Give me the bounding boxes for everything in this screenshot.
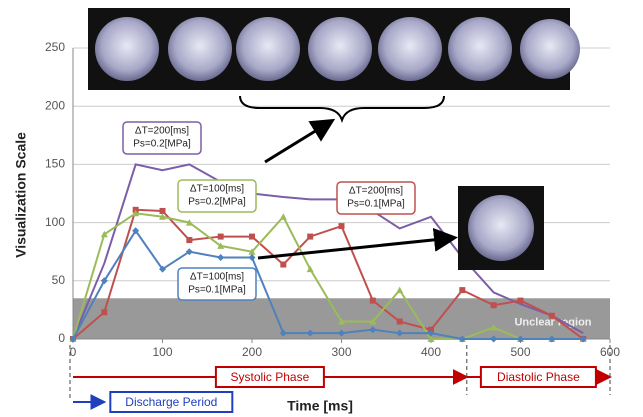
- x-tick-label: 300: [331, 345, 351, 359]
- y-tick-label: 100: [45, 215, 65, 229]
- phase-label: Discharge Period: [125, 395, 217, 409]
- marker: [249, 234, 255, 240]
- phase-label: Systolic Phase: [231, 370, 310, 384]
- y-tick-label: 0: [58, 331, 65, 345]
- marker: [397, 319, 403, 325]
- marker: [160, 208, 166, 214]
- marker: [217, 254, 224, 261]
- marker: [101, 309, 107, 315]
- marker: [280, 213, 287, 220]
- x-tick-label: 500: [510, 345, 530, 359]
- marker: [186, 237, 192, 243]
- x-axis-label: Time [ms]: [287, 398, 353, 414]
- marker: [218, 234, 224, 240]
- marker: [370, 298, 376, 304]
- marker: [307, 266, 314, 273]
- marker: [491, 302, 497, 308]
- marker: [307, 234, 313, 240]
- marker: [280, 262, 286, 268]
- y-tick-label: 250: [45, 40, 65, 54]
- x-tick-label: 400: [421, 345, 441, 359]
- inset-image: [458, 186, 544, 270]
- chart: Unclear region05010015020025001002003004…: [0, 0, 643, 417]
- annotation-text: ΔT=200[ms]: [135, 126, 189, 137]
- annotation-text: ΔT=100[ms]: [190, 184, 244, 195]
- x-tick-label: 200: [242, 345, 262, 359]
- marker: [339, 223, 345, 229]
- marker: [549, 313, 555, 319]
- y-tick-label: 150: [45, 157, 65, 171]
- annotation-text: Ps=0.1[MPa]: [347, 199, 405, 210]
- annotation-text: Ps=0.2[MPa]: [133, 139, 191, 150]
- y-tick-label: 200: [45, 98, 65, 112]
- annotation-text: ΔT=100[ms]: [190, 272, 244, 283]
- marker: [249, 254, 256, 261]
- x-tick-label: 100: [152, 345, 172, 359]
- marker: [459, 287, 465, 293]
- annotation-text: ΔT=200[ms]: [349, 186, 403, 197]
- annotation-text: Ps=0.1[MPa]: [188, 285, 246, 296]
- marker: [396, 287, 403, 294]
- annotation-text: Ps=0.2[MPa]: [188, 197, 246, 208]
- y-tick-label: 50: [52, 273, 66, 287]
- image-strip: [88, 8, 580, 120]
- x-tick-label: 0: [70, 345, 77, 359]
- marker: [518, 298, 524, 304]
- phase-label: Diastolic Phase: [497, 370, 580, 384]
- y-axis-label: Visualization Scale: [13, 132, 29, 258]
